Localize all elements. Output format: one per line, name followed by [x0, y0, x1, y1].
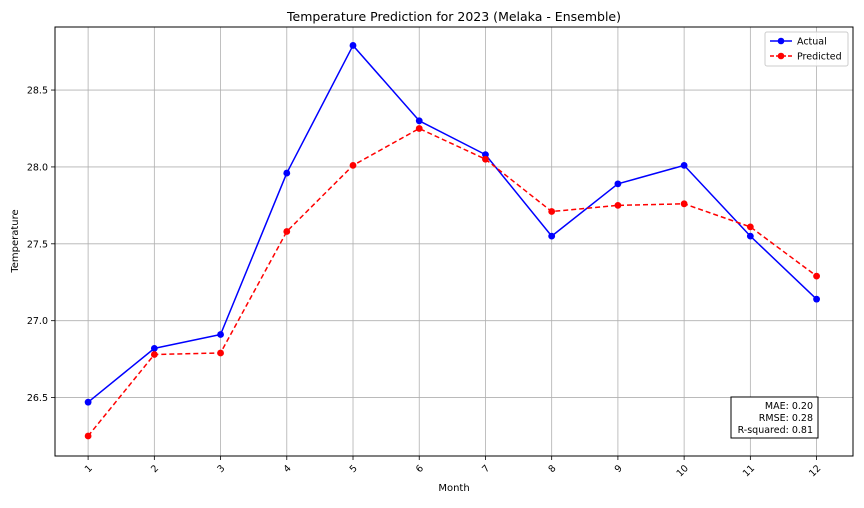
data-point-actual: [680, 161, 688, 169]
data-point-predicted: [349, 161, 357, 169]
x-tick-label: 8: [546, 463, 558, 475]
y-axis-label: Temperature: [10, 209, 21, 273]
x-tick-label: 10: [675, 463, 691, 479]
data-point-predicted: [150, 351, 158, 358]
data-point-predicted: [614, 201, 622, 209]
data-point-actual: [746, 232, 754, 240]
series-line-actual: [87, 44, 818, 403]
x-tick-label: 7: [480, 463, 492, 475]
data-point-predicted: [217, 349, 224, 357]
x-tick-label: 2: [149, 463, 161, 475]
data-point-predicted: [813, 272, 820, 280]
data-point-actual: [813, 295, 820, 303]
data-point-predicted: [680, 200, 688, 208]
grid: [55, 27, 853, 456]
y-tick-label: 28.0: [27, 162, 48, 173]
data-point-predicted: [548, 208, 556, 215]
legend-actual-label: Actual: [797, 37, 827, 48]
x-tick-label: 5: [348, 463, 360, 475]
x-tick-label: 1: [83, 463, 95, 475]
x-tick-label: 6: [414, 463, 426, 475]
x-axis-label: Month: [438, 483, 469, 494]
series-layer: [84, 42, 820, 440]
legend: Actual Predicted: [764, 31, 849, 67]
data-point-actual: [150, 344, 158, 352]
legend-predicted-label: Predicted: [797, 52, 842, 63]
y-tick-label: 26.5: [27, 393, 48, 404]
data-point-actual: [349, 42, 357, 49]
metric-r-squared: R-squared: 0.81: [738, 425, 813, 436]
data-point-actual: [614, 180, 622, 188]
data-point-actual: [84, 398, 92, 406]
plot-area-frame: [54, 26, 854, 457]
data-point-predicted: [415, 125, 423, 132]
data-point-predicted: [283, 228, 291, 235]
metrics-annotation: MAE: 0.20 RMSE: 0.28 R-squared: 0.81: [730, 396, 819, 439]
series-predicted: [84, 125, 820, 440]
metrics-box: [730, 396, 819, 439]
metric-mae: MAE: 0.20: [765, 401, 813, 412]
data-point-actual: [283, 169, 291, 177]
data-point-predicted: [482, 155, 489, 163]
y-tick-label: 27.0: [27, 316, 48, 327]
x-tick-label: 11: [741, 463, 757, 479]
y-tick-label: 27.5: [27, 239, 48, 250]
chart-title: Temperature Prediction for 2023 (Melaka …: [286, 9, 621, 24]
x-tick-label: 4: [282, 463, 294, 475]
data-point-actual: [548, 232, 556, 240]
data-point-predicted: [84, 432, 92, 440]
x-tick-label: 3: [215, 463, 227, 475]
y-tick-label: 28.5: [27, 86, 48, 97]
legend-predicted-marker: [777, 52, 785, 60]
x-tick-label: 9: [613, 463, 625, 475]
x-tick-label: 12: [807, 463, 823, 479]
data-point-actual: [217, 331, 224, 338]
series-actual: [84, 42, 820, 406]
data-point-actual: [415, 117, 423, 125]
metric-rmse: RMSE: 0.28: [759, 413, 813, 424]
legend-actual-marker: [777, 37, 785, 45]
series-line-predicted: [87, 127, 818, 437]
data-point-predicted: [746, 223, 754, 231]
